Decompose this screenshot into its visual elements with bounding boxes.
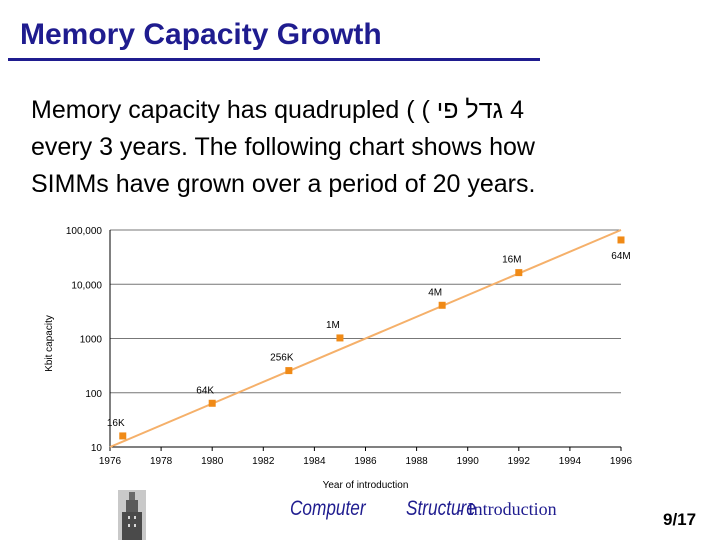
data-point-label: 16K: [107, 418, 125, 429]
x-tick-label: 1984: [303, 456, 326, 467]
page-number: 9/17: [663, 510, 697, 529]
y-tick-label: 100,000: [66, 226, 103, 237]
y-tick-label: 10: [91, 443, 103, 454]
data-point-label: 4M: [428, 287, 442, 298]
data-point: [119, 432, 127, 440]
x-tick-label: 1978: [150, 456, 173, 467]
x-axis-title: Year of introduction: [323, 480, 409, 491]
y-tick-label: 100: [85, 389, 102, 400]
trend-line: [109, 229, 622, 448]
x-tick-label: 1980: [201, 456, 224, 467]
data-point: [438, 301, 446, 309]
data-point-label: 64M: [611, 251, 630, 262]
data-point: [208, 399, 216, 407]
body-line-1-hebrew: 4 גדל פי: [436, 96, 524, 124]
y-tick-label: 1000: [80, 335, 103, 346]
x-tick-label: 1996: [610, 456, 633, 467]
x-tick-label: 1994: [559, 456, 582, 467]
footer-word-structure: Structure: [406, 497, 476, 520]
data-point-label: 1M: [326, 320, 340, 331]
data-point-label: 16M: [502, 255, 521, 266]
body-line-3: SIMMs have grown over a period of 20 yea…: [31, 170, 536, 198]
title-underline: [8, 58, 540, 61]
x-tick-label: 1990: [457, 456, 480, 467]
y-axis-title: Kbit capacity: [44, 315, 55, 372]
data-point-label: 64K: [196, 385, 214, 396]
x-tick-label: 1986: [354, 456, 377, 467]
x-tick-label: 1992: [508, 456, 531, 467]
slide-title: Memory Capacity Growth: [20, 18, 382, 51]
building-logo-icon: [118, 490, 146, 540]
footer-word-computer: Computer: [290, 497, 366, 520]
data-point: [515, 269, 523, 277]
footer-course-title: Computer Structure - Introduction: [290, 497, 557, 521]
y-tick-label: 10,000: [71, 280, 102, 291]
body-line-1-text: Memory capacity has quadrupled ( (: [31, 96, 430, 124]
data-point: [336, 334, 344, 342]
footer-word-introduction: - Introduction: [457, 499, 557, 519]
body-line-1: Memory capacity has quadrupled ( ( 4 גדל…: [31, 92, 711, 129]
x-tick-label: 1982: [252, 456, 275, 467]
data-point: [285, 367, 293, 375]
x-tick-label: 1976: [99, 456, 122, 467]
body-line-2: every 3 years. The following chart shows…: [31, 133, 535, 161]
data-point-label: 256K: [270, 353, 294, 364]
slide-body: Memory capacity has quadrupled ( ( 4 גדל…: [31, 92, 711, 203]
data-point: [617, 236, 625, 244]
x-tick-label: 1988: [405, 456, 428, 467]
